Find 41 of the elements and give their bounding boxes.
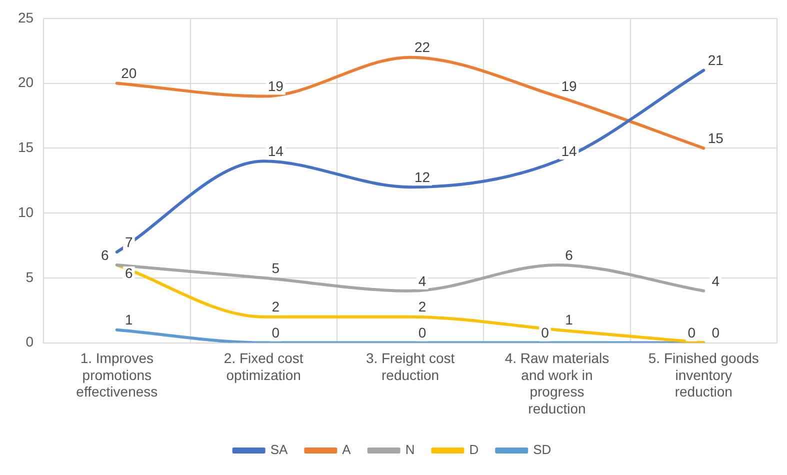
x-tick-label: 4. Raw materials and work in progress reduction <box>504 350 610 416</box>
data-label: 0 <box>712 324 720 341</box>
data-label: 7 <box>125 234 134 250</box>
data-label: 1 <box>125 312 134 328</box>
legend-label: SD <box>533 442 552 458</box>
x-tick-label: 5. Finished goods inventory reduction <box>648 350 759 400</box>
data-label: 2 <box>418 298 426 315</box>
x-tick-label: 2. Fixed cost optimization <box>224 350 304 383</box>
data-label: 14 <box>268 142 284 159</box>
data-label: 0 <box>418 324 426 341</box>
legend-label: A <box>342 442 352 458</box>
legend-label: N <box>405 442 415 458</box>
data-label: 6 <box>125 264 134 281</box>
data-label: 22 <box>414 39 430 56</box>
legend-label: SA <box>270 442 288 458</box>
data-label: 0 <box>688 324 696 341</box>
data-label: 21 <box>708 52 724 68</box>
data-label: 1 <box>565 312 574 328</box>
y-tick-label: 10 <box>18 204 34 220</box>
data-label: 6 <box>101 246 110 263</box>
y-tick-label: 15 <box>18 139 34 156</box>
data-label: 4 <box>712 272 720 289</box>
y-tick-label: 5 <box>26 268 34 285</box>
data-label: 0 <box>541 324 550 341</box>
x-tick-label: 1. Improves promotions effectiveness <box>76 350 158 400</box>
data-label: 6 <box>565 246 574 263</box>
data-label: 4 <box>418 272 426 289</box>
data-label: 19 <box>268 78 284 94</box>
data-label: 5 <box>272 260 280 276</box>
data-label: 20 <box>121 65 137 82</box>
y-tick-label: 0 <box>26 334 34 350</box>
legend-label: D <box>469 442 479 458</box>
data-label: 2 <box>272 298 280 315</box>
x-tick-label: 3. Freight cost reduction <box>366 350 455 383</box>
data-label: 0 <box>272 324 280 341</box>
y-tick-label: 25 <box>18 9 34 26</box>
y-tick-label: 20 <box>18 74 34 90</box>
data-label: 19 <box>561 78 577 94</box>
data-label: 12 <box>414 168 430 185</box>
data-label: 15 <box>708 130 724 146</box>
data-label: 14 <box>561 142 577 159</box>
